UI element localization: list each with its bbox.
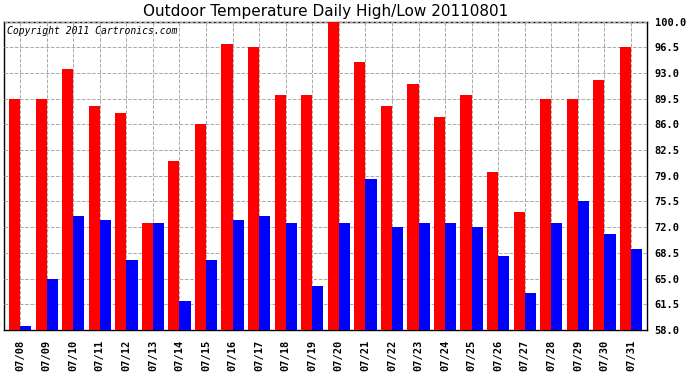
Bar — [313, 286, 324, 375]
Bar — [301, 95, 313, 375]
Bar — [20, 326, 31, 375]
Bar — [328, 18, 339, 375]
Bar — [578, 201, 589, 375]
Bar — [259, 216, 270, 375]
Bar — [551, 224, 562, 375]
Bar — [566, 99, 578, 375]
Bar — [354, 62, 366, 375]
Title: Outdoor Temperature Daily High/Low 20110801: Outdoor Temperature Daily High/Low 20110… — [143, 4, 508, 19]
Bar — [168, 161, 179, 375]
Bar — [233, 220, 244, 375]
Bar — [366, 180, 377, 375]
Bar — [195, 124, 206, 375]
Bar — [206, 260, 217, 375]
Bar — [472, 227, 483, 375]
Bar — [126, 260, 137, 375]
Bar — [141, 224, 153, 375]
Bar — [115, 113, 126, 375]
Bar — [35, 99, 47, 375]
Bar — [604, 234, 615, 375]
Bar — [392, 227, 403, 375]
Bar — [525, 293, 536, 375]
Bar — [88, 106, 100, 375]
Bar — [419, 224, 430, 375]
Bar — [434, 117, 445, 375]
Bar — [445, 224, 456, 375]
Bar — [47, 279, 58, 375]
Bar — [153, 224, 164, 375]
Bar — [631, 249, 642, 375]
Bar — [593, 80, 604, 375]
Bar — [286, 224, 297, 375]
Bar — [9, 99, 20, 375]
Bar — [407, 84, 419, 375]
Text: Copyright 2011 Cartronics.com: Copyright 2011 Cartronics.com — [8, 26, 178, 36]
Bar — [248, 47, 259, 375]
Bar — [498, 256, 509, 375]
Bar — [221, 44, 233, 375]
Bar — [513, 213, 525, 375]
Bar — [339, 224, 350, 375]
Bar — [62, 69, 73, 375]
Bar — [381, 106, 392, 375]
Bar — [620, 47, 631, 375]
Bar — [73, 216, 84, 375]
Bar — [275, 95, 286, 375]
Bar — [460, 95, 472, 375]
Bar — [100, 220, 111, 375]
Bar — [487, 172, 498, 375]
Bar — [540, 99, 551, 375]
Bar — [179, 300, 190, 375]
